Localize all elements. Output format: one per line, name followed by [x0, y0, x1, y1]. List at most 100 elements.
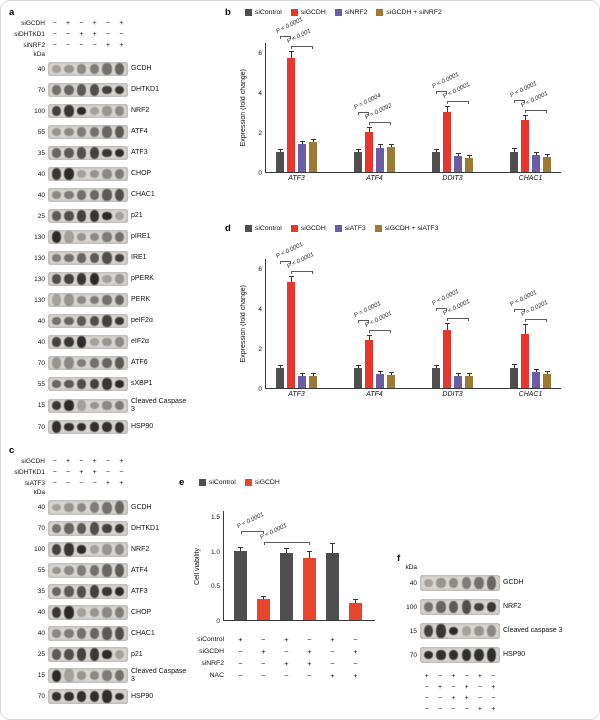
condition-symbol: + [65, 457, 71, 465]
condition-symbol: − [464, 672, 469, 680]
bar [298, 373, 306, 388]
condition-symbol: + [491, 683, 496, 691]
blot-band [423, 601, 433, 613]
legend-item: siControl [245, 8, 282, 16]
blot-row: 40 CHAC1 [9, 188, 187, 202]
blot-band [102, 357, 112, 369]
blot-band [76, 691, 87, 702]
blot-band [64, 523, 74, 534]
condition-symbol: − [65, 41, 71, 49]
protein-label: NRF2 [131, 107, 150, 115]
blot-band [102, 587, 112, 596]
condition-symbol: − [105, 19, 111, 27]
significance-bracket [358, 320, 369, 323]
protein-label: eIF2α [131, 338, 150, 346]
protein-label: pPERK [131, 275, 154, 283]
bar [298, 141, 306, 172]
blot-band [114, 357, 125, 369]
blot-row: 40 GCDH [9, 62, 187, 76]
blot-band [102, 315, 112, 327]
error-bar [435, 365, 437, 368]
bar [543, 154, 551, 172]
expression-chart-atf3: siControl siGCDH siATF3 siGCDH + siATF3 Expr… [237, 223, 597, 398]
error-bar-cap [522, 115, 528, 116]
matrix-row-label: siControl [197, 635, 224, 643]
bar [354, 149, 362, 172]
blot-band [114, 62, 125, 76]
panel-a: a siGCDH − + − + − + siDHTKD1− − + + − − siNRF2− − − − + +… [9, 7, 187, 441]
condition-symbols: − + − + − + [48, 458, 128, 465]
kda-marker: 130 [34, 296, 45, 304]
bar-sigcdh-siatf3 [465, 376, 473, 388]
condition-symbol: + [92, 19, 97, 27]
blot-band [64, 503, 74, 512]
blot-band [89, 544, 99, 555]
kda-marker: 70 [37, 693, 45, 701]
blot-band [114, 317, 125, 325]
blot-band [51, 65, 61, 73]
matrix-symbols: − − − − + + [224, 671, 367, 680]
kda-unit-label: kDa [33, 489, 45, 496]
error-bar-cap [455, 373, 461, 375]
y-tick-label: 0 [216, 617, 220, 625]
bar [376, 144, 384, 172]
significance-bracket [280, 261, 291, 264]
blot-band [76, 147, 87, 159]
error-bar-cap [261, 595, 266, 597]
blot-band [51, 357, 61, 369]
blot-band [102, 149, 112, 157]
blot-band [64, 316, 74, 326]
condition-symbol: + [105, 479, 111, 487]
matrix-symbol: − [284, 646, 289, 656]
blot-band [102, 524, 112, 533]
y-tick-label: 4 [258, 89, 262, 97]
protein-label: GCDH [503, 579, 524, 587]
blot-row: 25 p21 [9, 647, 187, 662]
y-tick-label: 0 [258, 385, 262, 393]
protein-label: p21 [131, 650, 143, 658]
error-bar-cap [533, 152, 539, 153]
bar-sigcdh [257, 599, 270, 620]
error-bar-cap [238, 546, 243, 548]
blot-row: 130 pPERK [9, 272, 187, 286]
condition-row: − + − + − + [397, 682, 595, 692]
condition-symbol: − [105, 468, 111, 476]
blot-band [436, 578, 446, 588]
blot-band [436, 650, 446, 660]
legend-item: siNRF2 [334, 8, 367, 16]
bar-sicontrol [354, 152, 362, 172]
error-bar [546, 372, 548, 374]
bar-group: DDIT3 P < 0.0001 P < 0.0001 [431, 259, 473, 398]
kda-marker: 70 [37, 525, 45, 532]
condition-symbol: − [52, 457, 57, 465]
condition-symbol: + [119, 41, 124, 49]
condition-symbol: + [491, 705, 496, 713]
matrix-symbol: + [261, 646, 266, 656]
bar-sigcdh [365, 340, 373, 388]
bar [276, 149, 284, 172]
bar-group: ATF4 P = 0.0004 P = 0.0092 [353, 43, 395, 182]
bar [510, 364, 518, 388]
kda-marker: 130 [34, 254, 45, 262]
bar-sicontrol [510, 152, 518, 172]
blot-band [102, 337, 112, 347]
blot-band [76, 422, 87, 432]
bar-sigcdh [443, 330, 451, 388]
legend-swatch [199, 478, 206, 486]
legend-label: siGCDH + siATF3 [384, 224, 439, 232]
blot-band [114, 105, 125, 117]
blot-band [89, 338, 99, 346]
blot-band [114, 168, 125, 180]
blot-band [448, 626, 459, 636]
error-bar [468, 156, 470, 158]
blot-strip [48, 335, 128, 349]
protein-label: Cleaved caspase 3 [503, 627, 563, 635]
error-bar-cap [288, 276, 294, 277]
blot-row: 100 NRF2 [9, 542, 187, 557]
blot-strip [420, 575, 500, 591]
matrix-symbol: + [284, 634, 289, 644]
protein-label: PERK [131, 296, 151, 304]
bar-sigcdh [365, 132, 373, 172]
kda-marker: 55 [37, 380, 45, 388]
blot-band [102, 126, 112, 138]
